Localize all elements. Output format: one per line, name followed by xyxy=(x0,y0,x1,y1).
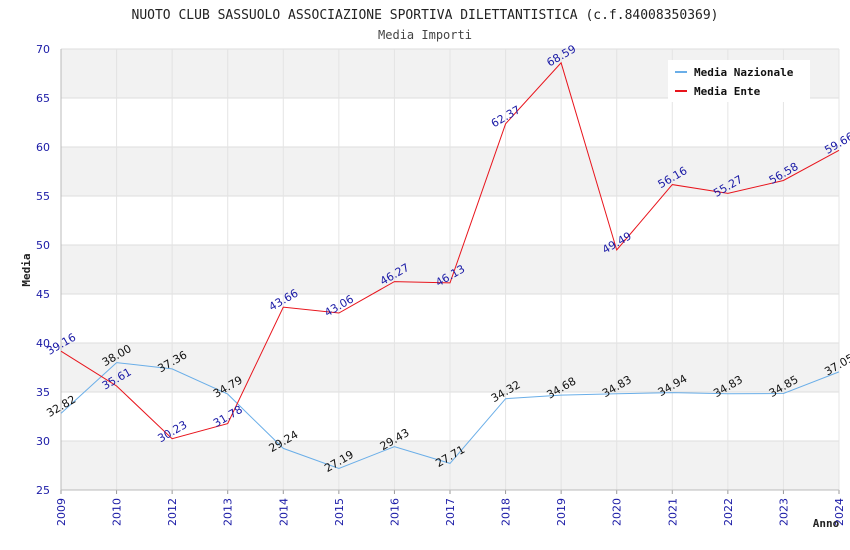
x-tick-label: 2019 xyxy=(555,498,568,526)
legend-box xyxy=(668,60,810,102)
x-tick-label: 2010 xyxy=(111,498,124,526)
x-tick-label: 2020 xyxy=(611,498,624,526)
x-tick-label: 2015 xyxy=(333,498,346,526)
y-tick-label: 40 xyxy=(36,337,50,350)
y-tick-label: 65 xyxy=(36,92,50,105)
x-tick-label: 2017 xyxy=(444,498,457,526)
x-tick-label: 2012 xyxy=(166,498,179,526)
y-tick-label: 70 xyxy=(36,43,50,56)
legend-label: Media Nazionale xyxy=(694,66,794,79)
x-tick-label: 2016 xyxy=(388,498,401,526)
y-axis-title: Media xyxy=(20,253,33,286)
x-tick-label: 2021 xyxy=(666,498,679,526)
x-tick-label: 2024 xyxy=(833,498,846,526)
legend-label: Media Ente xyxy=(694,85,761,98)
y-tick-label: 60 xyxy=(36,141,50,154)
series-line-media-nazionale xyxy=(60,362,840,470)
legend: Media Nazionale Media Ente xyxy=(668,60,810,102)
y-tick-label: 55 xyxy=(36,190,50,203)
grid-lines xyxy=(60,48,840,491)
y-tick-label: 45 xyxy=(36,288,50,301)
x-tick-label: 2023 xyxy=(777,498,790,526)
y-tick-label: 35 xyxy=(36,386,50,399)
chart-title: NUOTO CLUB SASSUOLO ASSOCIAZIONE SPORTIV… xyxy=(132,8,719,23)
series-lines xyxy=(60,61,840,470)
series-line-media-ente xyxy=(60,61,840,440)
x-tick-label: 2022 xyxy=(722,498,735,526)
x-tick-label: 2013 xyxy=(222,498,235,526)
y-tick-label: 25 xyxy=(36,484,50,497)
y-tick-label: 50 xyxy=(36,239,50,252)
x-tick-label: 2014 xyxy=(277,498,290,526)
y-tick-label: 30 xyxy=(36,435,50,448)
x-tick-label: 2009 xyxy=(55,498,68,526)
x-axis-title: Anno xyxy=(813,517,840,530)
chart-subtitle: Media Importi xyxy=(378,28,472,42)
axes: 25 30 35 40 45 50 55 60 65 70 2009 2010 2012 2013 2014… xyxy=(36,43,846,526)
x-tick-label: 2018 xyxy=(500,498,513,526)
